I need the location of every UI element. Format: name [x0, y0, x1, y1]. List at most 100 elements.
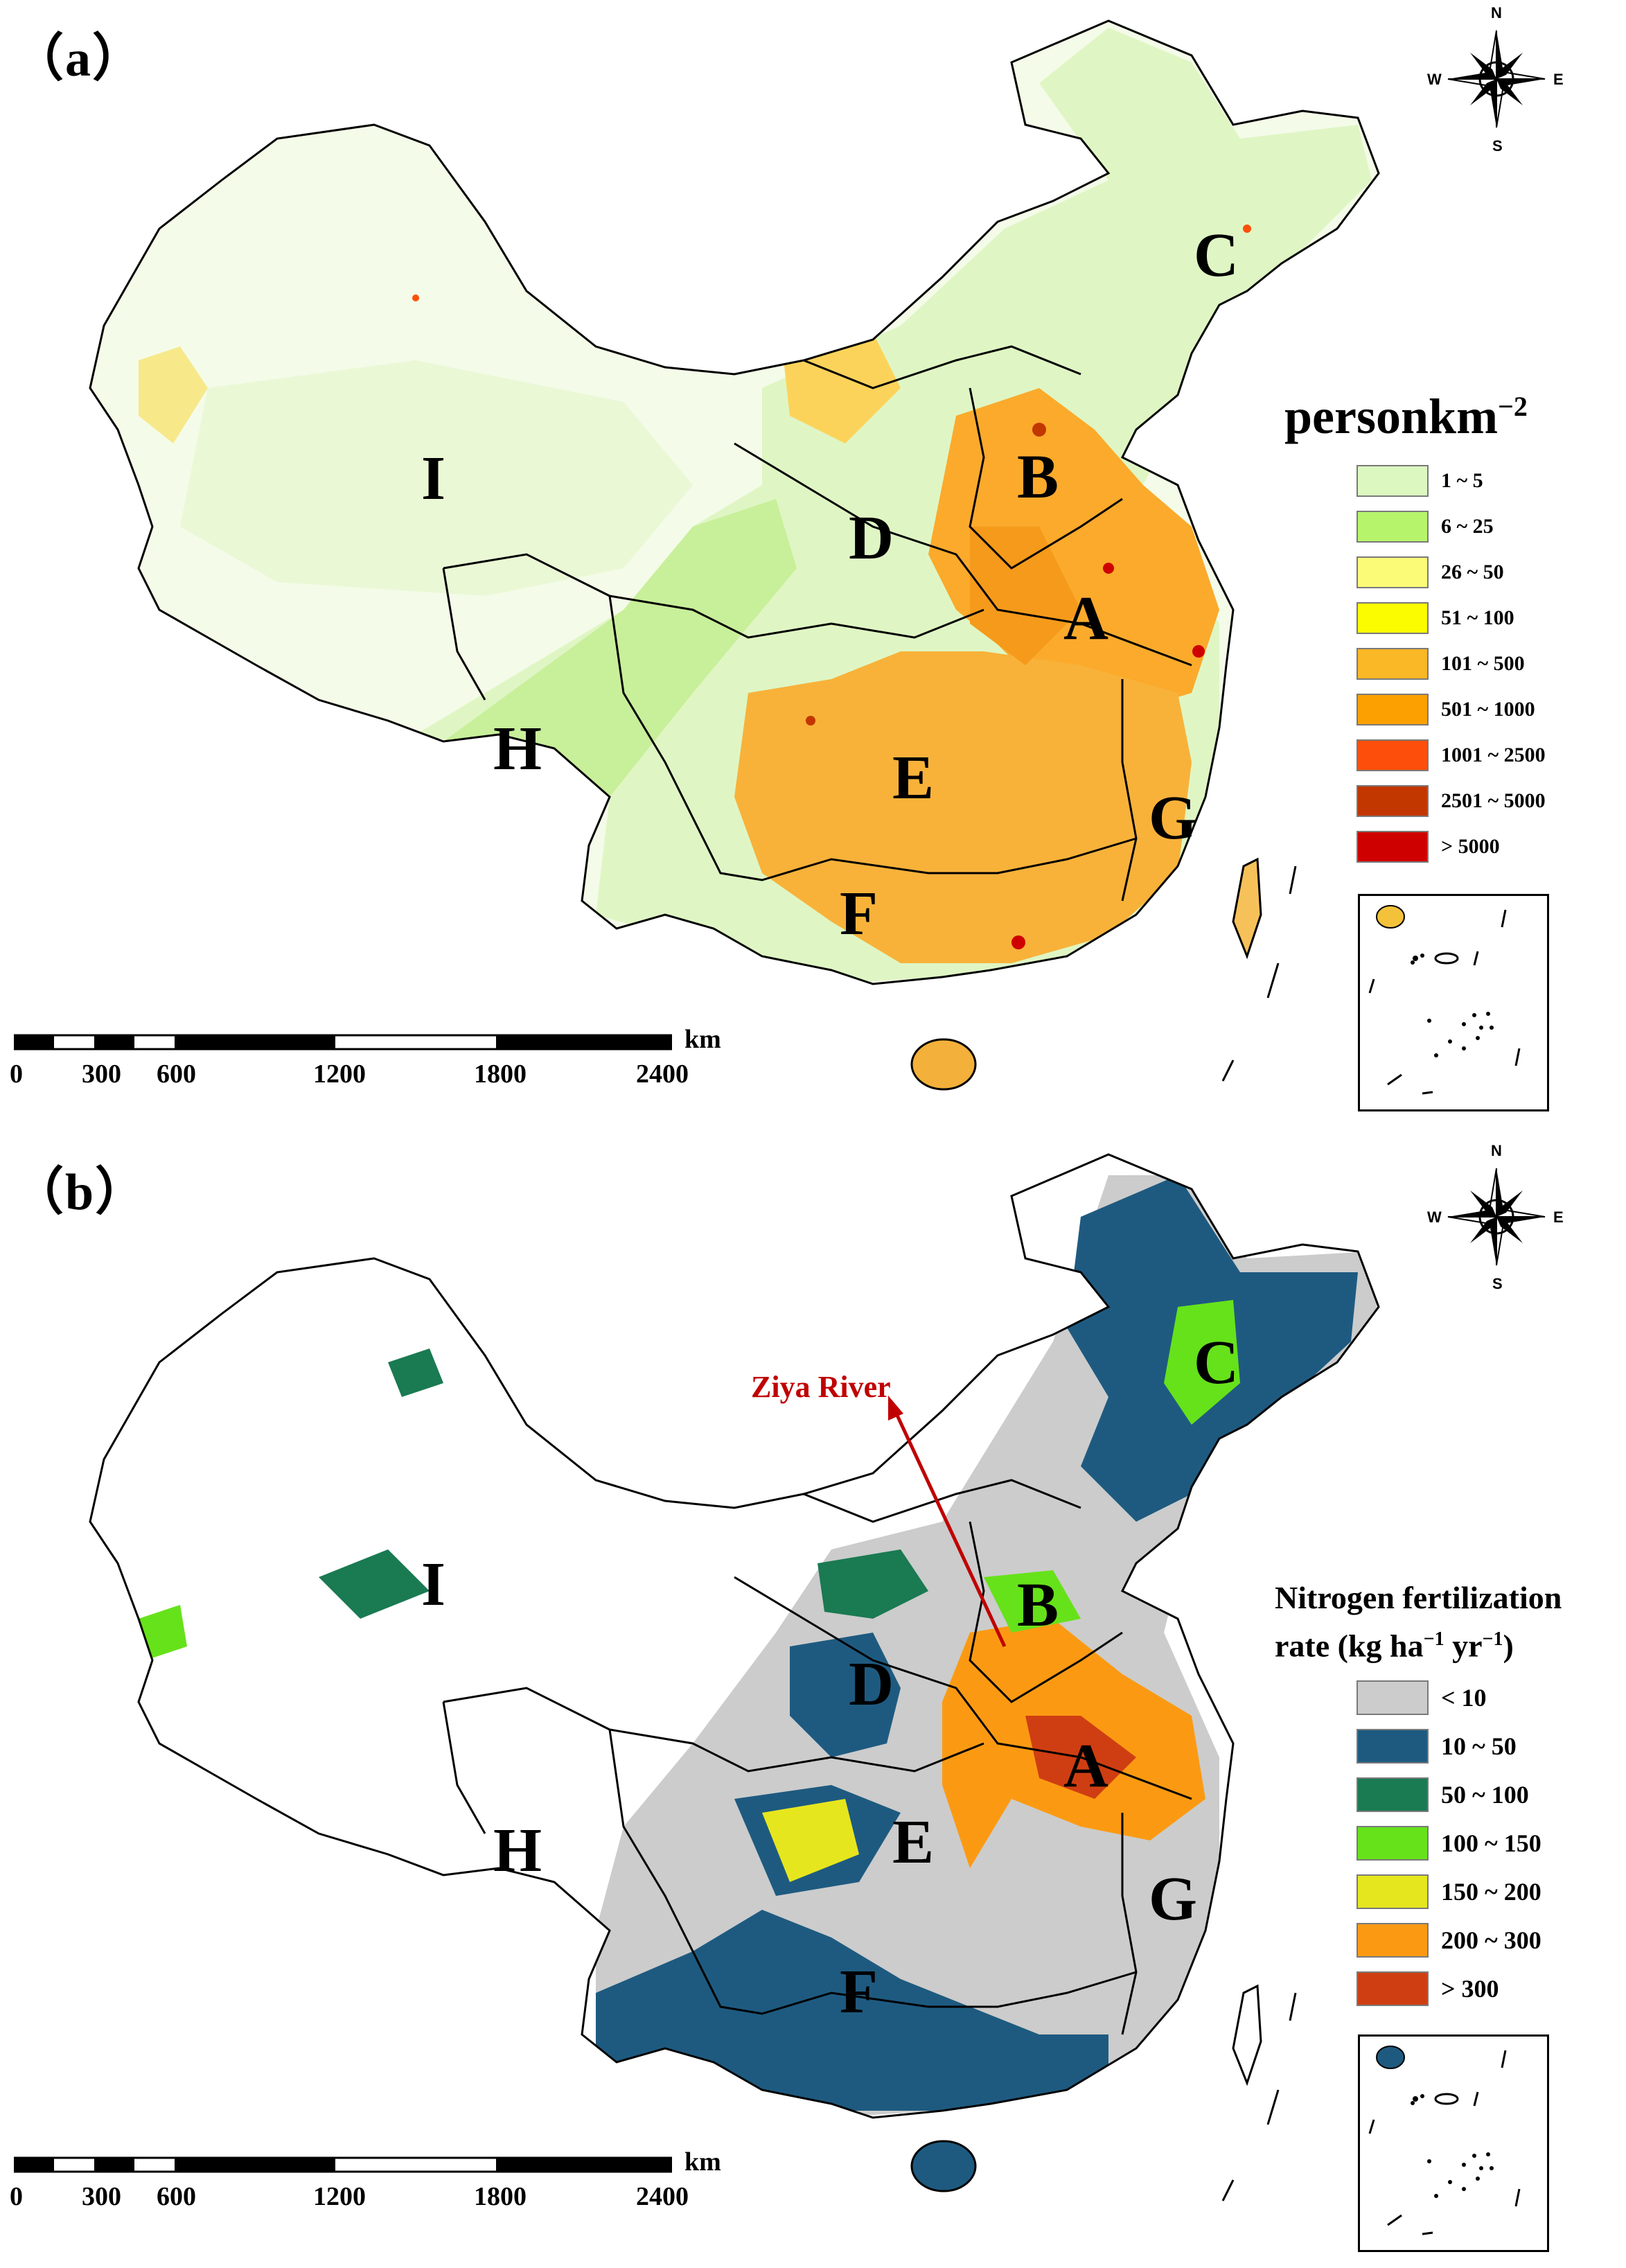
- panel-b-label: （b）: [12, 1164, 148, 1221]
- region-label-g: G: [1149, 784, 1197, 852]
- population-legend-swatch: [1357, 556, 1429, 588]
- fertilization-legend-label: > 300: [1441, 1975, 1499, 2003]
- fertilization-legend-label: < 10: [1441, 1684, 1487, 1712]
- fertilization-legend-row: 10 ~ 50: [1357, 1729, 1562, 1764]
- panel-a-label: （a）: [12, 30, 145, 87]
- scale-bar-graphic: [12, 1034, 673, 1051]
- fertilization-legend-swatch: [1357, 1971, 1429, 2007]
- population-legend-swatch: [1357, 785, 1429, 817]
- population-legend-label: 501 ~ 1000: [1441, 698, 1535, 721]
- compass-n: N: [1491, 4, 1502, 21]
- region-label-d: D: [849, 504, 894, 572]
- region-label-b: B: [1017, 443, 1059, 511]
- population-legend-label: 26 ~ 50: [1441, 561, 1504, 583]
- population-legend-label: 1001 ~ 2500: [1441, 744, 1546, 766]
- population-legend-title: personkm−2: [1284, 389, 1528, 444]
- compass-rose-icon: [1447, 30, 1546, 128]
- region-label-g-b: G: [1149, 1865, 1197, 1933]
- population-legend-label: 2501 ~ 5000: [1441, 789, 1546, 812]
- panel-a-population-map: A B C D E F G H I （a）: [10, 4, 1564, 1111]
- scale-tick-300-b: 300: [82, 2182, 121, 2211]
- fertilization-legend-swatch: [1357, 1923, 1429, 1958]
- population-legend: personkm−2 1 ~ 5 6 ~ 25 26 ~ 50 51 ~ 100 101…: [1284, 388, 1546, 877]
- fertilization-legend-row: < 10: [1357, 1680, 1562, 1716]
- region-label-b-b: B: [1017, 1571, 1059, 1640]
- region-label-h-b: H: [493, 1816, 542, 1885]
- compass-e-b: E: [1553, 1208, 1564, 1226]
- fertilization-legend-swatch: [1357, 1826, 1429, 1861]
- region-label-a-b: A: [1063, 1732, 1108, 1800]
- population-legend-label: 1 ~ 5: [1441, 469, 1483, 492]
- region-label-i-b: I: [421, 1550, 445, 1619]
- region-label-c: C: [1194, 221, 1239, 290]
- population-legend-items: 1 ~ 5 6 ~ 25 26 ~ 50 51 ~ 100 101 ~ 500 501 ~…: [1357, 465, 1546, 863]
- fertilization-legend-swatch: [1357, 1777, 1429, 1813]
- ziya-river-arrow: [888, 1396, 1007, 1648]
- compass-e: E: [1553, 71, 1564, 88]
- scale-tick-0-b: 0: [10, 2182, 23, 2211]
- population-legend-swatch: [1357, 511, 1429, 543]
- ziya-river-label: Ziya River: [751, 1370, 891, 1404]
- region-label-f-b: F: [840, 1958, 878, 2026]
- scale-tick-2400-b: 2400: [636, 2182, 689, 2211]
- panel-b-fertilization-map: A B C D E F G H I （b） Ziya River: [0, 1134, 1626, 2267]
- scale-tick-600-b: 600: [157, 2182, 196, 2211]
- fertilization-legend-swatch: [1357, 1680, 1429, 1716]
- population-legend-row: 51 ~ 100: [1357, 602, 1546, 634]
- fertilization-legend-swatch: [1357, 1874, 1429, 1910]
- population-legend-row: > 5000: [1357, 831, 1546, 863]
- region-boundaries: [89, 19, 1380, 985]
- south-china-sea-inset-b: [1358, 2034, 1549, 2252]
- region-label-c-b: C: [1194, 1328, 1239, 1397]
- population-legend-label: 6 ~ 25: [1441, 515, 1494, 538]
- population-legend-label: 51 ~ 100: [1441, 606, 1514, 629]
- fertilization-legend-row: 100 ~ 150: [1357, 1826, 1562, 1861]
- scale-tick-0: 0: [10, 1060, 23, 1089]
- compass-n-b: N: [1491, 1142, 1502, 1159]
- fertilization-legend-label: 10 ~ 50: [1441, 1732, 1517, 1761]
- fertilization-legend-label: 100 ~ 150: [1441, 1829, 1541, 1858]
- region-label-i: I: [421, 444, 445, 513]
- fertilization-legend: Nitrogen fertilization rate (kg ha−1 yr−…: [1275, 1577, 1562, 2020]
- population-legend-row: 6 ~ 25: [1357, 511, 1546, 543]
- fertilization-legend-title: Nitrogen fertilization rate (kg ha−1 yr−…: [1275, 1580, 1562, 1664]
- inset-map: [1368, 2046, 1521, 2235]
- population-legend-swatch: [1357, 648, 1429, 680]
- population-legend-label: > 5000: [1441, 835, 1500, 858]
- population-legend-swatch: [1357, 602, 1429, 634]
- inset-map: [1368, 905, 1521, 1095]
- scale-tick-1800: 1800: [474, 1060, 527, 1089]
- scale-bar: km 0 300 600 1200 1800 2400: [10, 1025, 721, 1089]
- fertilization-legend-label: 50 ~ 100: [1441, 1781, 1529, 1809]
- fertilization-legend-items: < 10 10 ~ 50 50 ~ 100 100 ~ 150 150 ~ 200 200…: [1357, 1680, 1562, 2007]
- fertilization-legend-row: 150 ~ 200: [1357, 1874, 1562, 1910]
- region-label-e-b: E: [892, 1808, 934, 1876]
- region-label-a: A: [1063, 584, 1108, 653]
- fertilization-legend-swatch: [1357, 1729, 1429, 1764]
- population-legend-swatch: [1357, 694, 1429, 726]
- islands: [910, 857, 1297, 1091]
- islands-b: [910, 1984, 1297, 2201]
- population-legend-row: 26 ~ 50: [1357, 556, 1546, 588]
- scale-tick-2400: 2400: [636, 1060, 689, 1089]
- compass-rose-icon: [1447, 1168, 1546, 1266]
- region-label-e: E: [892, 744, 934, 812]
- population-legend-swatch: [1357, 739, 1429, 771]
- compass-s-b: S: [1492, 1275, 1503, 1292]
- population-legend-swatch: [1357, 831, 1429, 863]
- region-label-d-b: D: [849, 1650, 894, 1718]
- population-legend-row: 1001 ~ 2500: [1357, 739, 1546, 771]
- compass-w-b: W: [1427, 1208, 1442, 1226]
- fertilization-legend-row: > 300: [1357, 1971, 1562, 2007]
- scale-bar-graphic: [12, 2156, 673, 2173]
- population-legend-row: 101 ~ 500: [1357, 648, 1546, 680]
- scale-tick-1200: 1200: [313, 1060, 366, 1089]
- population-legend-row: 1 ~ 5: [1357, 465, 1546, 497]
- nitrogen-fertilization-map: A B C D E F G H I: [89, 1153, 1380, 2201]
- scale-tick-1200-b: 1200: [313, 2182, 366, 2211]
- compass-w: W: [1427, 71, 1442, 88]
- fertilization-legend-label: 150 ~ 200: [1441, 1878, 1541, 1906]
- north-arrow-compass-b: N S E W: [1427, 1142, 1564, 1292]
- fertilization-fill-layer: [139, 1175, 1379, 2118]
- fertilization-legend-label: 200 ~ 300: [1441, 1926, 1541, 1955]
